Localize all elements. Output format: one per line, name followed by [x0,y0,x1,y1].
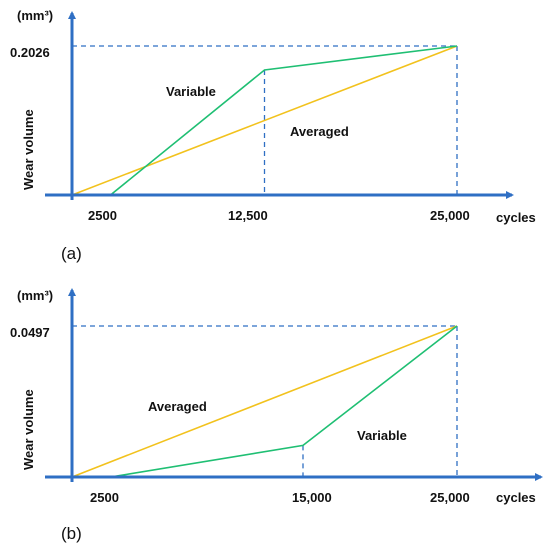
chart-a: (mm³) 0.2026 Wear volume Variable Averag… [10,8,536,263]
y-unit-label-b: (mm³) [17,288,53,303]
series-label-averaged-a: Averaged [290,124,349,139]
y-tick-label-a: 0.2026 [10,45,50,60]
series-label-variable-a: Variable [166,84,216,99]
x-axis-label-b: cycles [496,490,536,505]
series-averaged-line-a [71,45,458,196]
x-tick-label-b-2: 15,000 [292,490,332,505]
y-unit-label-a: (mm³) [17,8,53,23]
x-tick-label-b-1: 2500 [90,490,119,505]
y-axis-label-b: Wear volume [21,389,36,470]
x-tick-label-b-3: 25,000 [430,490,470,505]
series-label-variable-b: Variable [357,428,407,443]
series-variable-line-a [109,45,458,196]
y-axis-label-a: Wear volume [21,109,36,190]
chart-b: (mm³) 0.0497 Wear volume Averaged Variab… [10,288,543,543]
panel-label-a: (a) [61,244,82,263]
x-axis-label-a: cycles [496,210,536,225]
series-label-averaged-b: Averaged [148,399,207,414]
y-tick-label-b: 0.0497 [10,325,50,340]
x-tick-label-a-3: 25,000 [430,208,470,223]
panel-label-b: (b) [61,524,82,543]
x-tick-label-a-2: 12,500 [228,208,268,223]
x-tick-label-a-1: 2500 [88,208,117,223]
series-variable-line-b [110,325,458,478]
series-averaged-line-b [71,325,458,478]
